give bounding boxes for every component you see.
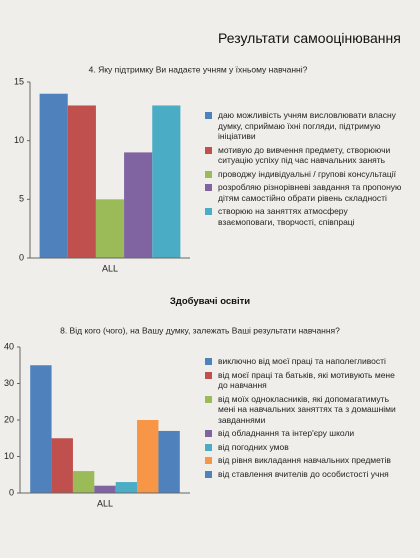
bar [124,152,153,258]
legend-label: від моїх однокласників, які допомагатиму… [218,393,396,425]
legend-label: даю можливість учням висловлювати власну… [218,110,396,141]
legend-item: від погодних умов [205,442,405,453]
legend-item: виключно від моєї праці та наполегливост… [205,356,405,367]
y-tick-label: 5 [19,194,24,204]
y-tick-label: 40 [4,341,14,351]
legend-item: від моєї праці та батьків, які мотивують… [205,370,405,391]
y-tick-label: 15 [14,76,24,86]
x-tick-label: ALL [97,498,113,508]
legend-item: від моїх однокласників, які допомагатиму… [205,394,405,426]
legend-item: розробляю різнорівневі завдання та пропо… [205,182,405,203]
legend-label: від рівня викладання навчальних предметі… [218,455,391,465]
legend-label: від моєї праці та батьків, які мотивують… [218,369,395,391]
bar [67,105,96,258]
legend-item: від обладнання та інтер'єру школи [205,428,405,439]
legend-swatch [205,371,212,379]
legend: виключно від моєї праці та наполегливост… [205,356,405,482]
chart-title: 8. Від кого (чого), на Вашу думку, залеж… [60,325,340,335]
legend-swatch [205,457,212,464]
legend-label: створюю на заняттях атмосферу взаємопова… [218,206,355,227]
bar [51,438,73,493]
x-tick-label: ALL [102,263,118,273]
legend-item: від рівня викладання навчальних предметі… [205,455,405,466]
bar [30,365,52,493]
legend-label: мотивую до вивчення предмету, створюючи … [218,144,391,166]
bar [95,199,125,258]
legend-item: мотивую до вивчення предмету, створюючи … [205,145,405,166]
legend-label: розробляю різнорівневі завдання та пропо… [218,182,402,203]
legend-item: проводжу індивідуальні / групові консуль… [205,169,405,180]
bar [39,93,68,258]
legend-item: створюю на заняттях атмосферу взаємопова… [205,206,405,227]
bar [152,105,181,258]
legend-label: від погодних умов [218,441,289,452]
legend-swatch [205,430,212,437]
legend-swatch [205,358,212,365]
legend-swatch [205,170,212,178]
y-tick-label: 10 [4,451,14,461]
legend-swatch [205,443,212,451]
y-tick-label: 20 [4,414,14,424]
legend-item: даю можливість учням висловлювати власну… [205,110,405,142]
legend-swatch [205,395,212,403]
legend-swatch [205,112,212,119]
legend-label: від ставлення вчителів до особистості уч… [218,468,389,479]
legend-swatch [205,184,212,191]
y-tick-label: 10 [14,135,24,145]
legend-item: від ставлення вчителів до особистості уч… [205,469,405,480]
legend: даю можливість учням висловлювати власну… [205,110,405,230]
legend-label: від обладнання та інтер'єру школи [218,428,355,438]
legend-label: проводжу індивідуальні / групові консуль… [218,168,396,179]
page-title: Результати самооцінювання [218,30,401,46]
y-tick-label: 30 [4,378,14,388]
legend-swatch [205,146,212,154]
legend-label: виключно від моєї праці та наполегливост… [218,356,386,366]
legend-swatch [205,208,212,215]
legend-swatch [205,470,212,478]
bar [72,471,95,493]
bar [94,485,116,493]
bar [158,430,180,493]
chart-title: 4. Яку підтримку Ви надаєте учням у їхнь… [89,64,308,74]
bar [115,482,138,493]
y-tick-label: 0 [19,252,24,262]
bar [137,420,159,493]
section-heading: Здобувачі освіти [169,296,251,307]
y-tick-label: 0 [9,487,14,497]
